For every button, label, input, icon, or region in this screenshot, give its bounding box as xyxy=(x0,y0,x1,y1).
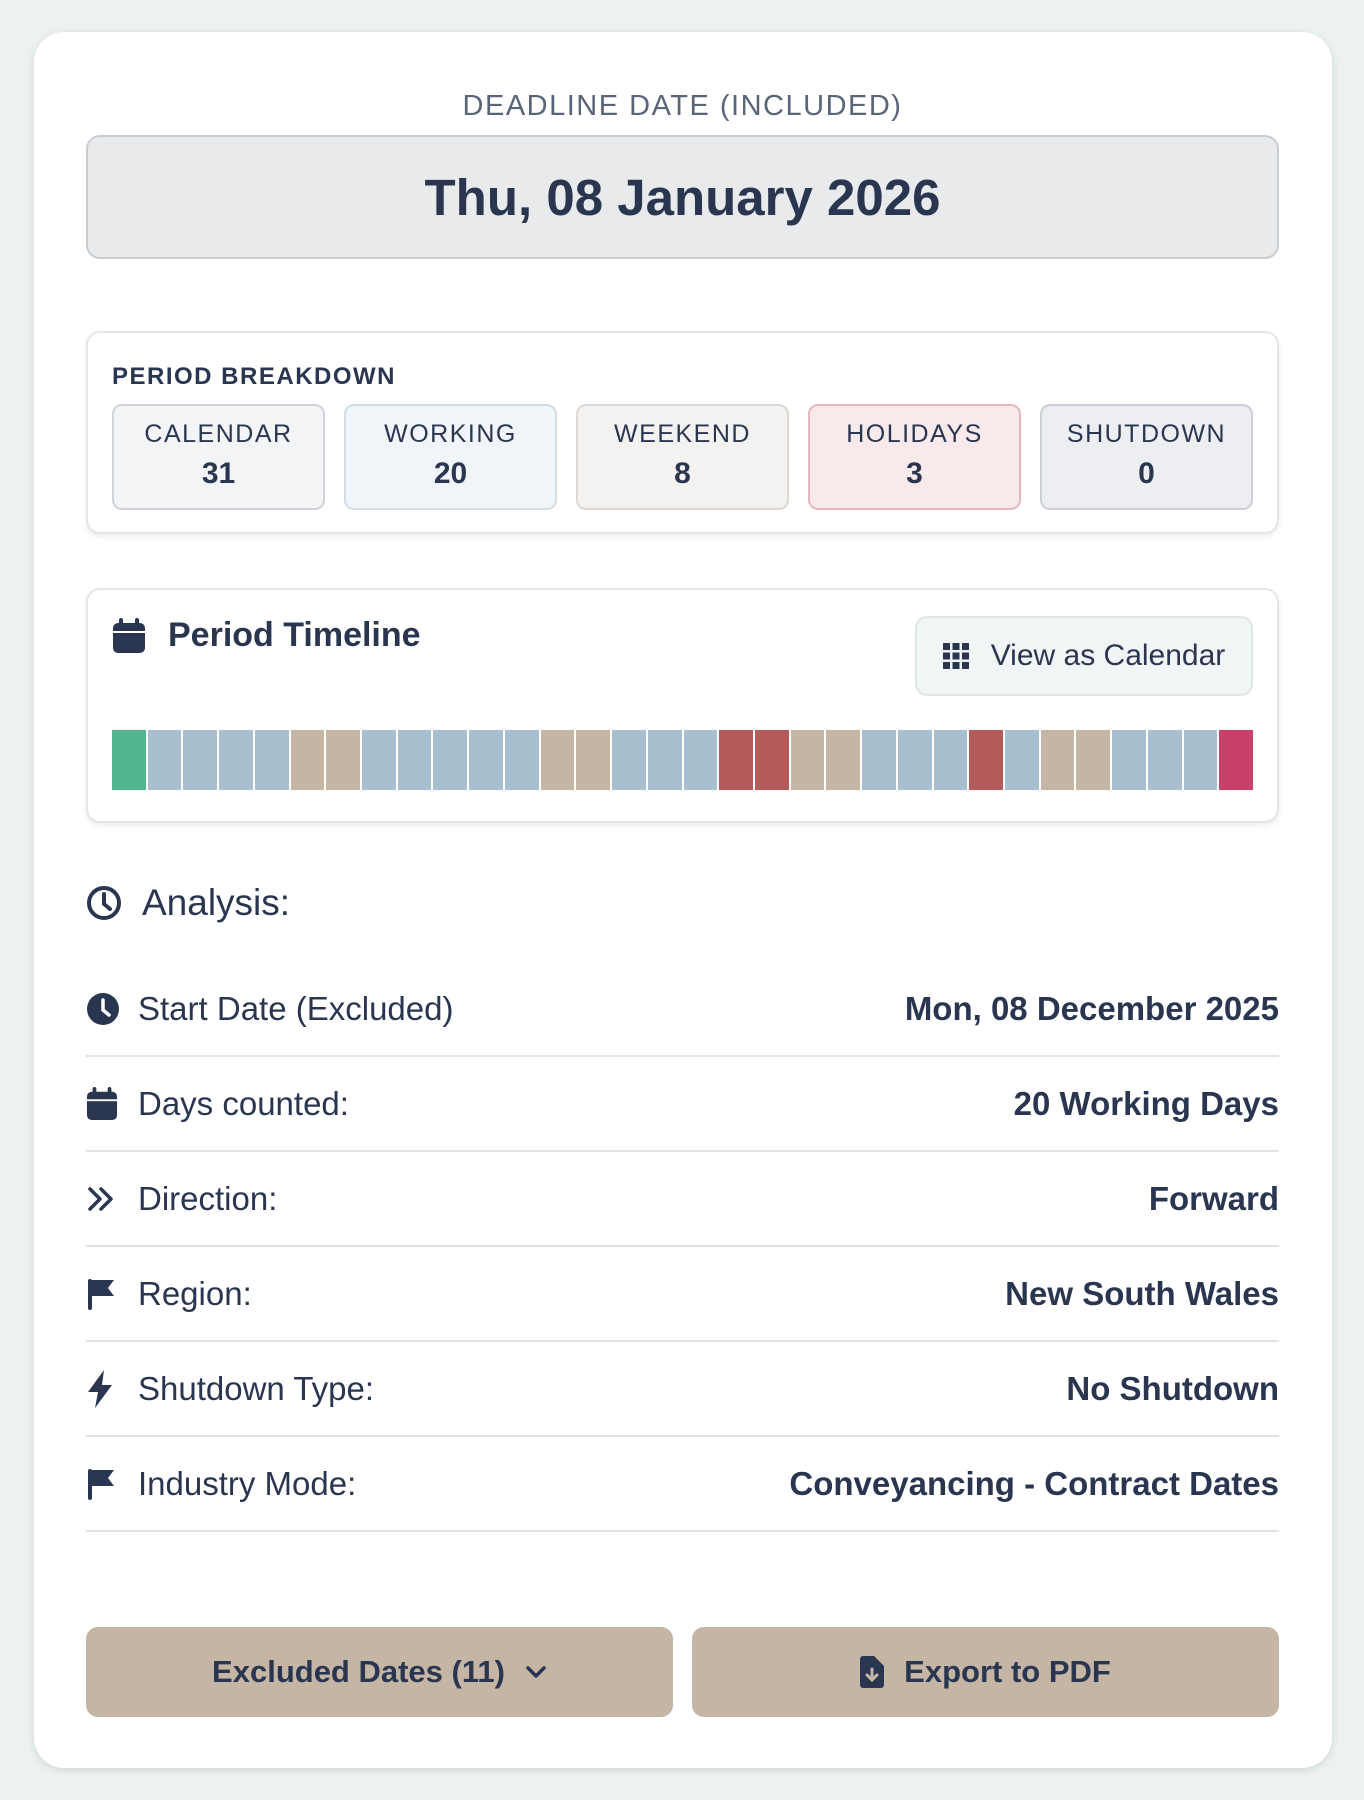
stat-tile-working: WORKING 20 xyxy=(344,404,557,510)
row-value: Conveyancing - Contract Dates xyxy=(789,1464,1279,1502)
stat-value: 0 xyxy=(1138,457,1155,490)
analysis-row: Days counted: 20 Working Days xyxy=(86,1057,1279,1152)
timeline-day-weekend[interactable] xyxy=(290,730,325,790)
double-chevron-right-icon xyxy=(86,1186,138,1212)
stat-tile-weekend: WEEKEND 8 xyxy=(576,404,789,510)
timeline-day-weekend[interactable] xyxy=(790,730,825,790)
stat-value: 8 xyxy=(674,457,691,490)
analysis-heading: Analysis: xyxy=(86,882,1279,924)
timeline-bar xyxy=(112,730,1253,790)
stat-value: 31 xyxy=(201,457,236,490)
timeline-day-working[interactable] xyxy=(612,730,646,790)
stat-value: 3 xyxy=(906,457,923,490)
analysis-list: Start Date (Excluded) Mon, 08 December 20… xyxy=(86,962,1279,1532)
stat-label: WEEKEND xyxy=(614,420,751,448)
flag-icon xyxy=(86,1277,138,1311)
period-breakdown: PERIOD BREAKDOWN CALENDAR 31 WORKING 20 WEEK… xyxy=(86,331,1279,534)
clock-outline-icon xyxy=(87,886,121,920)
export-pdf-label: Export to PDF xyxy=(904,1654,1111,1689)
row-value: Mon, 08 December 2025 xyxy=(904,989,1279,1027)
stat-tile-calendar: CALENDAR 31 xyxy=(112,404,325,510)
timeline-day-working[interactable] xyxy=(1147,730,1182,790)
view-as-calendar-label: View as Calendar xyxy=(990,639,1226,672)
timeline-day-working[interactable] xyxy=(897,730,932,790)
timeline-day-working[interactable] xyxy=(1004,730,1039,790)
timeline-day-weekend[interactable] xyxy=(326,730,361,790)
stat-tile-shutdown: SHUTDOWN 0 xyxy=(1040,404,1253,510)
timeline-day-working[interactable] xyxy=(647,730,682,790)
timeline-day-working[interactable] xyxy=(147,730,182,790)
bolt-icon xyxy=(86,1369,138,1408)
clock-icon xyxy=(86,992,138,1026)
excluded-dates-label: Excluded Dates (11) xyxy=(212,1654,505,1689)
analysis-row: Shutdown Type: No Shutdown xyxy=(86,1342,1279,1437)
analysis-title: Analysis: xyxy=(142,882,291,923)
timeline-day-working[interactable] xyxy=(504,730,539,790)
period-timeline: Period Timeline View as Calendar xyxy=(86,588,1279,823)
timeline-day-working[interactable] xyxy=(469,730,503,790)
timeline-day-holiday[interactable] xyxy=(754,730,789,790)
timeline-day-working[interactable] xyxy=(933,730,968,790)
timeline-day-weekend[interactable] xyxy=(540,730,575,790)
timeline-day-working[interactable] xyxy=(1183,730,1218,790)
stat-tile-holidays: HOLIDAYS 3 xyxy=(808,404,1021,510)
grid-icon xyxy=(942,643,969,669)
timeline-day-holiday[interactable] xyxy=(719,730,753,790)
chevron-down-icon xyxy=(526,1666,546,1678)
deadline-date: Thu, 08 January 2026 xyxy=(86,135,1279,259)
timeline-day-weekend[interactable] xyxy=(576,730,611,790)
timeline-day-weekend[interactable] xyxy=(1040,730,1075,790)
timeline-day-working[interactable] xyxy=(219,730,253,790)
row-label: Industry Mode: xyxy=(138,1464,357,1502)
view-as-calendar-button[interactable]: View as Calendar xyxy=(915,616,1253,696)
row-label: Direction: xyxy=(138,1179,278,1217)
analysis-row: Direction: Forward xyxy=(86,1152,1279,1247)
timeline-day-working[interactable] xyxy=(183,730,218,790)
stat-label: SHUTDOWN xyxy=(1066,420,1227,448)
timeline-day-working[interactable] xyxy=(1112,730,1146,790)
breakdown-title: PERIOD BREAKDOWN xyxy=(112,363,397,390)
stat-value: 20 xyxy=(433,457,468,490)
timeline-title: Period Timeline xyxy=(168,616,421,654)
analysis-row: Start Date (Excluded) Mon, 08 December 20… xyxy=(86,962,1279,1057)
row-value: Forward xyxy=(1148,1179,1279,1217)
row-label: Start Date (Excluded) xyxy=(138,989,454,1027)
timeline-day-working[interactable] xyxy=(362,730,396,790)
timeline-day-working[interactable] xyxy=(397,730,432,790)
analysis-row: Industry Mode: Conveyancing - Contract Da… xyxy=(86,1437,1279,1532)
row-value: 20 Working Days xyxy=(1013,1084,1279,1122)
timeline-day-working[interactable] xyxy=(862,730,896,790)
flag-icon xyxy=(86,1467,138,1501)
timeline-day-working[interactable] xyxy=(254,730,289,790)
calendar-icon xyxy=(113,617,145,653)
row-label: Region: xyxy=(138,1274,252,1312)
timeline-day-deadline[interactable] xyxy=(1219,730,1253,790)
deadline-label: DEADLINE DATE (INCLUDED) xyxy=(462,90,903,122)
row-label: Days counted: xyxy=(138,1084,349,1122)
excluded-dates-button[interactable]: Excluded Dates (11) xyxy=(86,1627,673,1717)
timeline-day-start[interactable] xyxy=(112,730,146,790)
stat-label: CALENDAR xyxy=(144,420,293,448)
timeline-day-working[interactable] xyxy=(433,730,468,790)
timeline-day-holiday[interactable] xyxy=(969,730,1003,790)
row-label: Shutdown Type: xyxy=(138,1369,375,1407)
analysis-row: Region: New South Wales xyxy=(86,1247,1279,1342)
timeline-day-working[interactable] xyxy=(683,730,718,790)
timeline-day-weekend[interactable] xyxy=(1076,730,1111,790)
stat-label: HOLIDAYS xyxy=(846,420,983,448)
export-pdf-button[interactable]: Export to PDF xyxy=(692,1627,1279,1717)
row-value: New South Wales xyxy=(1005,1274,1279,1312)
result-card: DEADLINE DATE (INCLUDED) Thu, 08 January… xyxy=(34,32,1332,1768)
file-download-icon xyxy=(860,1656,885,1688)
row-value: No Shutdown xyxy=(1066,1369,1279,1407)
stat-label: WORKING xyxy=(384,420,517,448)
timeline-day-weekend[interactable] xyxy=(826,730,861,790)
calendar-icon xyxy=(86,1086,138,1121)
